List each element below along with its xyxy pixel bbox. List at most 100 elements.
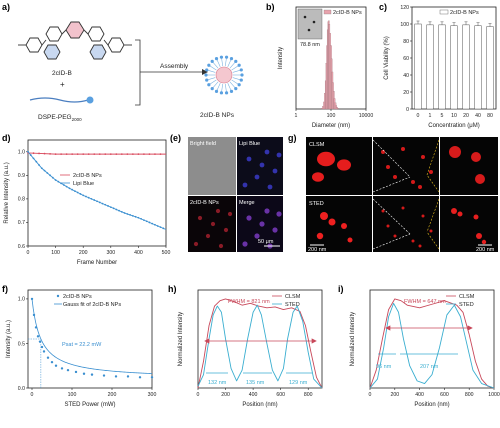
panel-i-fwhm-arrow	[385, 325, 473, 331]
panel-f-point	[90, 373, 94, 376]
nps-cell	[210, 221, 216, 227]
inset-particle	[303, 15, 307, 19]
panel-d-marker	[137, 216, 140, 219]
clsm-spot	[421, 155, 425, 159]
clsm-spot	[401, 147, 405, 151]
panel-i-xtick-label: 800	[465, 392, 474, 398]
sted-spot	[381, 209, 385, 213]
panel-c-xtick-label: 20	[463, 113, 469, 119]
panel-f-label: f)	[2, 284, 8, 294]
panel-d-ylabel: Relative Intensity (a.u.)	[4, 162, 10, 223]
panel-d-marker	[134, 215, 137, 218]
sted-spot	[316, 232, 324, 240]
panel-d-series-line-1	[27, 151, 167, 230]
panel-d-marker	[96, 200, 98, 203]
np-chain	[212, 81, 219, 89]
panel-b-legend: 2cID-B NPs	[333, 10, 362, 16]
panel-d-marker	[126, 153, 129, 156]
sted-spot	[386, 224, 390, 228]
zoom-guides	[372, 139, 411, 250]
panel-f-point	[74, 370, 78, 374]
panel-h-xtick-label: 800	[304, 392, 313, 398]
panel-h-width-label: 132 nm	[208, 380, 227, 386]
panel-d-xtick-label: 100	[51, 250, 60, 256]
panel-c-ytick-label: 120	[400, 5, 409, 11]
panel-b: b) Intensity Diameter (nm) 1 100 10000 78.…	[266, 2, 373, 129]
panel-d-marker	[131, 153, 134, 156]
panel-b-legend-swatch	[323, 9, 332, 15]
panel-d-marker	[49, 152, 51, 155]
panel-d-marker	[159, 226, 162, 229]
panel-d-marker	[32, 157, 35, 160]
panel-c-ytick-label: 40	[403, 73, 409, 79]
panel-i-series	[369, 298, 495, 389]
panel-d-marker	[82, 194, 85, 197]
panel-h-xtick-label: 600	[276, 392, 285, 398]
panel-i-xtick-label: 1000	[488, 392, 500, 398]
panel-d-marker	[123, 212, 126, 214]
panel-d-marker	[40, 167, 43, 170]
panel-i-ticks: 0 200 400 600 800 1000	[369, 388, 500, 398]
panel-d-marker	[98, 153, 101, 156]
np-head	[210, 59, 214, 63]
sted-spot	[393, 234, 397, 238]
panel-c-xtick-label: 1	[429, 113, 432, 119]
panel-c-ytick-label: 100	[400, 22, 409, 28]
lipid-icon	[29, 96, 94, 104]
plus-sign: +	[60, 80, 65, 89]
sted-image-1	[306, 196, 372, 252]
panel-b-xtick-label: 10000	[359, 113, 374, 119]
panel-c-bar	[474, 25, 482, 110]
np-core	[215, 66, 233, 84]
panel-d-marker	[57, 180, 60, 183]
panel-i-series-line-0	[369, 298, 495, 389]
molecule-name: 2cID-B	[52, 70, 72, 77]
panel-h-label: h)	[168, 284, 177, 294]
panel-c-xtick-label: 80	[487, 113, 493, 119]
panel-d-ytick-label: 0.8	[18, 197, 25, 203]
panel-d-marker	[126, 213, 129, 215]
panel-i-legend-0: CLSM	[459, 294, 475, 300]
panel-c-xlabel: Concentration (μM)	[428, 123, 479, 129]
panel-c: c) Cell Viability (%) Concentration (μM)…	[379, 2, 497, 129]
clsm-spot	[381, 150, 385, 154]
panel-i-width-label: 207 nm	[420, 364, 439, 370]
panel-b-ylabel: Intensity	[278, 47, 284, 69]
merge-cell	[259, 221, 265, 227]
panel-c-xtick-label: 40	[475, 113, 481, 119]
panel-h-xtick-label: 200	[221, 392, 230, 398]
panel-d-marker	[43, 169, 46, 172]
np-chain	[227, 83, 232, 91]
panel-d-ytick-label: 0.9	[18, 173, 25, 179]
panel-d-xtick-label: 300	[106, 250, 115, 256]
ring-6	[89, 44, 107, 60]
panel-i-frame	[369, 289, 495, 389]
np-head	[207, 83, 211, 87]
panel-b-xtick-label: 100	[327, 113, 336, 119]
panel-d-marker	[162, 227, 165, 230]
clsm-spot	[411, 180, 415, 184]
sted-spot	[411, 239, 415, 243]
row-label-clsm: CLSM	[309, 142, 325, 148]
panel-c-legend: 2cID-B NPs	[450, 10, 479, 16]
sted-spot	[401, 206, 405, 210]
panel-g-label: g)	[288, 133, 297, 143]
panel-c-bar	[450, 25, 458, 110]
panel-c-bar	[486, 26, 494, 110]
np-head	[229, 57, 234, 61]
np-head	[207, 63, 211, 67]
panel-d-marker	[38, 164, 40, 166]
panel-d-marker	[151, 222, 154, 225]
panel-d-marker	[79, 193, 82, 195]
panel-f-ticks: 0 100 200 300 0.0 0.5 1.0	[18, 297, 157, 398]
panel-d-marker	[68, 187, 71, 190]
panel-d-xtick-label: 0	[27, 250, 30, 256]
merge-cell	[276, 211, 282, 217]
zoom-guides-yellow	[426, 139, 440, 250]
panel-c-yticks: 0 20 40 60 80 100 120	[400, 5, 412, 113]
merge-cell	[242, 241, 248, 247]
panel-d-marker	[140, 218, 143, 220]
panel-f-point	[102, 374, 106, 377]
nps-cell	[218, 243, 224, 249]
